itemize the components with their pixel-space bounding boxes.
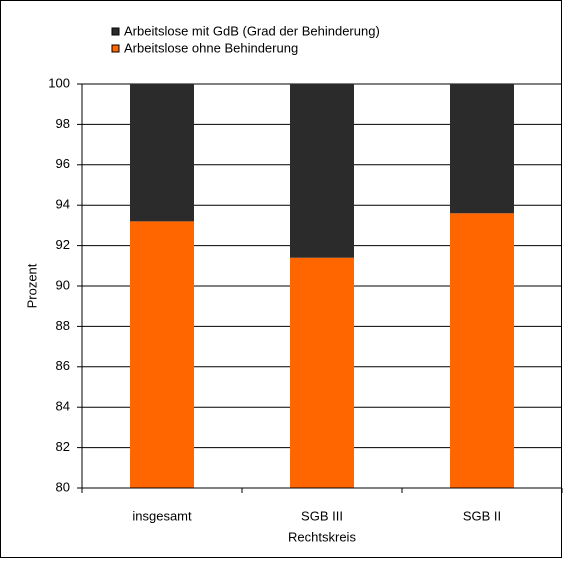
legend-label: Arbeitslose ohne Behinderung (124, 40, 298, 55)
y-tick-label: 96 (56, 156, 70, 171)
bar-segment (130, 221, 194, 488)
x-tick-label: insgesamt (132, 508, 192, 523)
bar-segment (450, 213, 514, 488)
legend-label: Arbeitslose mit GdB (Grad der Behinderun… (124, 23, 380, 38)
y-tick-label: 98 (56, 116, 70, 131)
bar-segment (290, 257, 354, 488)
legend-swatch (111, 44, 120, 53)
bars (130, 84, 514, 488)
bar-segment (450, 84, 514, 214)
y-tick-label: 90 (56, 277, 70, 292)
y-tick-label: 84 (56, 399, 70, 414)
bar-segment (130, 84, 194, 222)
y-tick-label: 100 (48, 75, 70, 90)
x-tick-label: SGB III (301, 508, 343, 523)
y-tick-label: 94 (56, 197, 70, 212)
y-tick-label: 88 (56, 318, 70, 333)
y-tick-label: 80 (56, 479, 70, 494)
y-tick-label: 82 (56, 439, 70, 454)
y-axis-label: Prozent (24, 263, 39, 308)
bar-segment (290, 84, 354, 258)
y-tick-label: 86 (56, 358, 70, 373)
x-tick-label: SGB II (463, 508, 501, 523)
y-tick-label: 92 (56, 237, 70, 252)
x-axis-label: Rechtskreis (288, 529, 356, 544)
legend-swatch (111, 27, 120, 36)
